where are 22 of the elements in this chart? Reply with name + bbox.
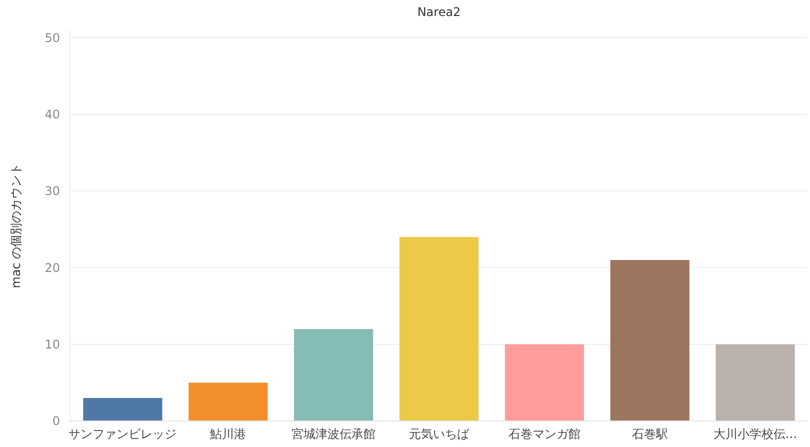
x-tick-label: 鮎川港 <box>210 427 246 441</box>
y-tick-label: 50 <box>44 30 60 45</box>
bar <box>716 344 795 421</box>
y-axis-title: mac の個別のカウント <box>9 162 23 288</box>
x-tick-label: 元気いちば <box>409 427 470 441</box>
bar <box>399 237 479 421</box>
bar <box>294 329 374 421</box>
y-tick-label: 0 <box>52 414 60 428</box>
y-tick-label: 20 <box>44 260 60 275</box>
bar <box>83 398 162 421</box>
x-tick-label: サンファンビレッジ <box>68 427 177 441</box>
bar <box>610 260 690 421</box>
x-tick-label: 石巻駅 <box>632 427 668 441</box>
bar <box>504 344 584 421</box>
y-tick-label: 10 <box>44 338 60 352</box>
x-tick-label: 宮城津波伝承館 <box>292 427 376 441</box>
y-tick-label: 30 <box>44 184 60 198</box>
y-tick-label: 40 <box>44 108 60 122</box>
chart-title: Narea2 <box>417 5 461 19</box>
x-tick-label: 石巻マンガ館 <box>508 427 580 441</box>
bar <box>188 382 268 421</box>
x-tick-label: 大川小学校伝… <box>713 427 798 441</box>
